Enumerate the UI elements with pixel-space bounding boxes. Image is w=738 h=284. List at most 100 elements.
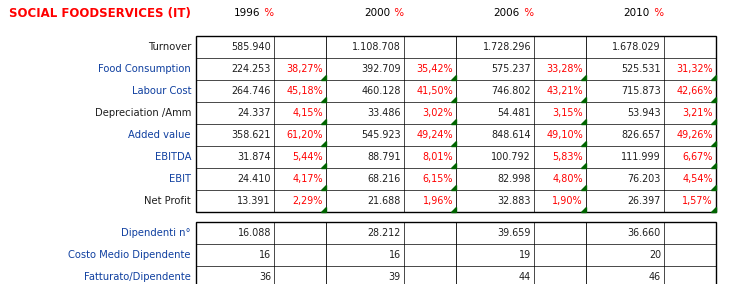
- Polygon shape: [321, 163, 326, 168]
- Text: 4,15%: 4,15%: [292, 108, 323, 118]
- Text: 28.212: 28.212: [368, 228, 401, 238]
- Text: 6,67%: 6,67%: [683, 152, 713, 162]
- Text: 31.874: 31.874: [238, 152, 271, 162]
- Polygon shape: [321, 75, 326, 80]
- Text: 6,15%: 6,15%: [422, 174, 453, 184]
- Text: 5,44%: 5,44%: [292, 152, 323, 162]
- Polygon shape: [711, 141, 716, 146]
- Text: Labour Cost: Labour Cost: [131, 86, 191, 96]
- Polygon shape: [581, 97, 586, 102]
- Text: 1.678.029: 1.678.029: [613, 42, 661, 52]
- Text: 3,02%: 3,02%: [422, 108, 453, 118]
- Text: 36: 36: [259, 272, 271, 282]
- Text: 8,01%: 8,01%: [422, 152, 453, 162]
- Text: 2006: 2006: [494, 8, 520, 18]
- Text: 224.253: 224.253: [232, 64, 271, 74]
- Text: 1,57%: 1,57%: [683, 196, 713, 206]
- Text: 20: 20: [649, 250, 661, 260]
- Polygon shape: [711, 75, 716, 80]
- Text: 16: 16: [259, 250, 271, 260]
- Text: Depreciation /Amm: Depreciation /Amm: [94, 108, 191, 118]
- Text: 3,21%: 3,21%: [683, 108, 713, 118]
- Polygon shape: [451, 97, 456, 102]
- Text: Fatturato/Dipendente: Fatturato/Dipendente: [84, 272, 191, 282]
- Text: 19: 19: [519, 250, 531, 260]
- Polygon shape: [581, 75, 586, 80]
- Text: 746.802: 746.802: [492, 86, 531, 96]
- Text: 49,10%: 49,10%: [546, 130, 583, 140]
- Polygon shape: [711, 119, 716, 124]
- Text: 16: 16: [389, 250, 401, 260]
- Text: 525.531: 525.531: [621, 64, 661, 74]
- Text: 1,90%: 1,90%: [552, 196, 583, 206]
- Text: 24.337: 24.337: [238, 108, 271, 118]
- Polygon shape: [451, 207, 456, 212]
- Text: EBITDA: EBITDA: [154, 152, 191, 162]
- Polygon shape: [451, 141, 456, 146]
- Text: 585.940: 585.940: [231, 42, 271, 52]
- Text: 49,24%: 49,24%: [416, 130, 453, 140]
- Polygon shape: [581, 141, 586, 146]
- Polygon shape: [451, 163, 456, 168]
- Text: 2,29%: 2,29%: [293, 196, 323, 206]
- Text: %: %: [651, 8, 664, 18]
- Polygon shape: [321, 207, 326, 212]
- Text: 49,26%: 49,26%: [677, 130, 713, 140]
- Text: Turnover: Turnover: [148, 42, 191, 52]
- Text: 21.688: 21.688: [368, 196, 401, 206]
- Text: 68.216: 68.216: [368, 174, 401, 184]
- Text: 1.108.708: 1.108.708: [352, 42, 401, 52]
- Bar: [196, 222, 716, 284]
- Text: 38,27%: 38,27%: [286, 64, 323, 74]
- Text: %: %: [391, 8, 404, 18]
- Polygon shape: [581, 185, 586, 190]
- Text: 13.391: 13.391: [238, 196, 271, 206]
- Text: 44: 44: [519, 272, 531, 282]
- Text: 715.873: 715.873: [621, 86, 661, 96]
- Text: 392.709: 392.709: [362, 64, 401, 74]
- Text: 16.088: 16.088: [238, 228, 271, 238]
- Text: 2010: 2010: [624, 8, 650, 18]
- Polygon shape: [321, 119, 326, 124]
- Polygon shape: [451, 75, 456, 80]
- Text: 2000: 2000: [364, 8, 390, 18]
- Polygon shape: [711, 163, 716, 168]
- Text: 43,21%: 43,21%: [546, 86, 583, 96]
- Bar: [196, 36, 716, 212]
- Text: 848.614: 848.614: [492, 130, 531, 140]
- Text: 826.657: 826.657: [621, 130, 661, 140]
- Text: 5,83%: 5,83%: [552, 152, 583, 162]
- Polygon shape: [321, 141, 326, 146]
- Text: 1,96%: 1,96%: [422, 196, 453, 206]
- Text: 26.397: 26.397: [627, 196, 661, 206]
- Text: 1996: 1996: [233, 8, 260, 18]
- Text: 4,80%: 4,80%: [552, 174, 583, 184]
- Text: 4,54%: 4,54%: [683, 174, 713, 184]
- Text: 264.746: 264.746: [232, 86, 271, 96]
- Text: Dipendenti n°: Dipendenti n°: [121, 228, 191, 238]
- Text: Food Consumption: Food Consumption: [98, 64, 191, 74]
- Text: SOCIAL FOODSERVICES (IT): SOCIAL FOODSERVICES (IT): [9, 7, 190, 20]
- Text: 32.883: 32.883: [497, 196, 531, 206]
- Text: EBIT: EBIT: [169, 174, 191, 184]
- Text: 35,42%: 35,42%: [416, 64, 453, 74]
- Text: %: %: [521, 8, 534, 18]
- Text: 575.237: 575.237: [492, 64, 531, 74]
- Polygon shape: [581, 119, 586, 124]
- Text: 33.486: 33.486: [368, 108, 401, 118]
- Polygon shape: [321, 185, 326, 190]
- Text: %: %: [261, 8, 274, 18]
- Text: 4,17%: 4,17%: [292, 174, 323, 184]
- Text: 33,28%: 33,28%: [546, 64, 583, 74]
- Text: 3,15%: 3,15%: [552, 108, 583, 118]
- Polygon shape: [711, 185, 716, 190]
- Polygon shape: [451, 119, 456, 124]
- Polygon shape: [711, 207, 716, 212]
- Text: 36.660: 36.660: [628, 228, 661, 238]
- Text: Added value: Added value: [128, 130, 191, 140]
- Text: 39.659: 39.659: [497, 228, 531, 238]
- Text: 76.203: 76.203: [627, 174, 661, 184]
- Polygon shape: [321, 97, 326, 102]
- Text: 41,50%: 41,50%: [416, 86, 453, 96]
- Text: Net Profit: Net Profit: [144, 196, 191, 206]
